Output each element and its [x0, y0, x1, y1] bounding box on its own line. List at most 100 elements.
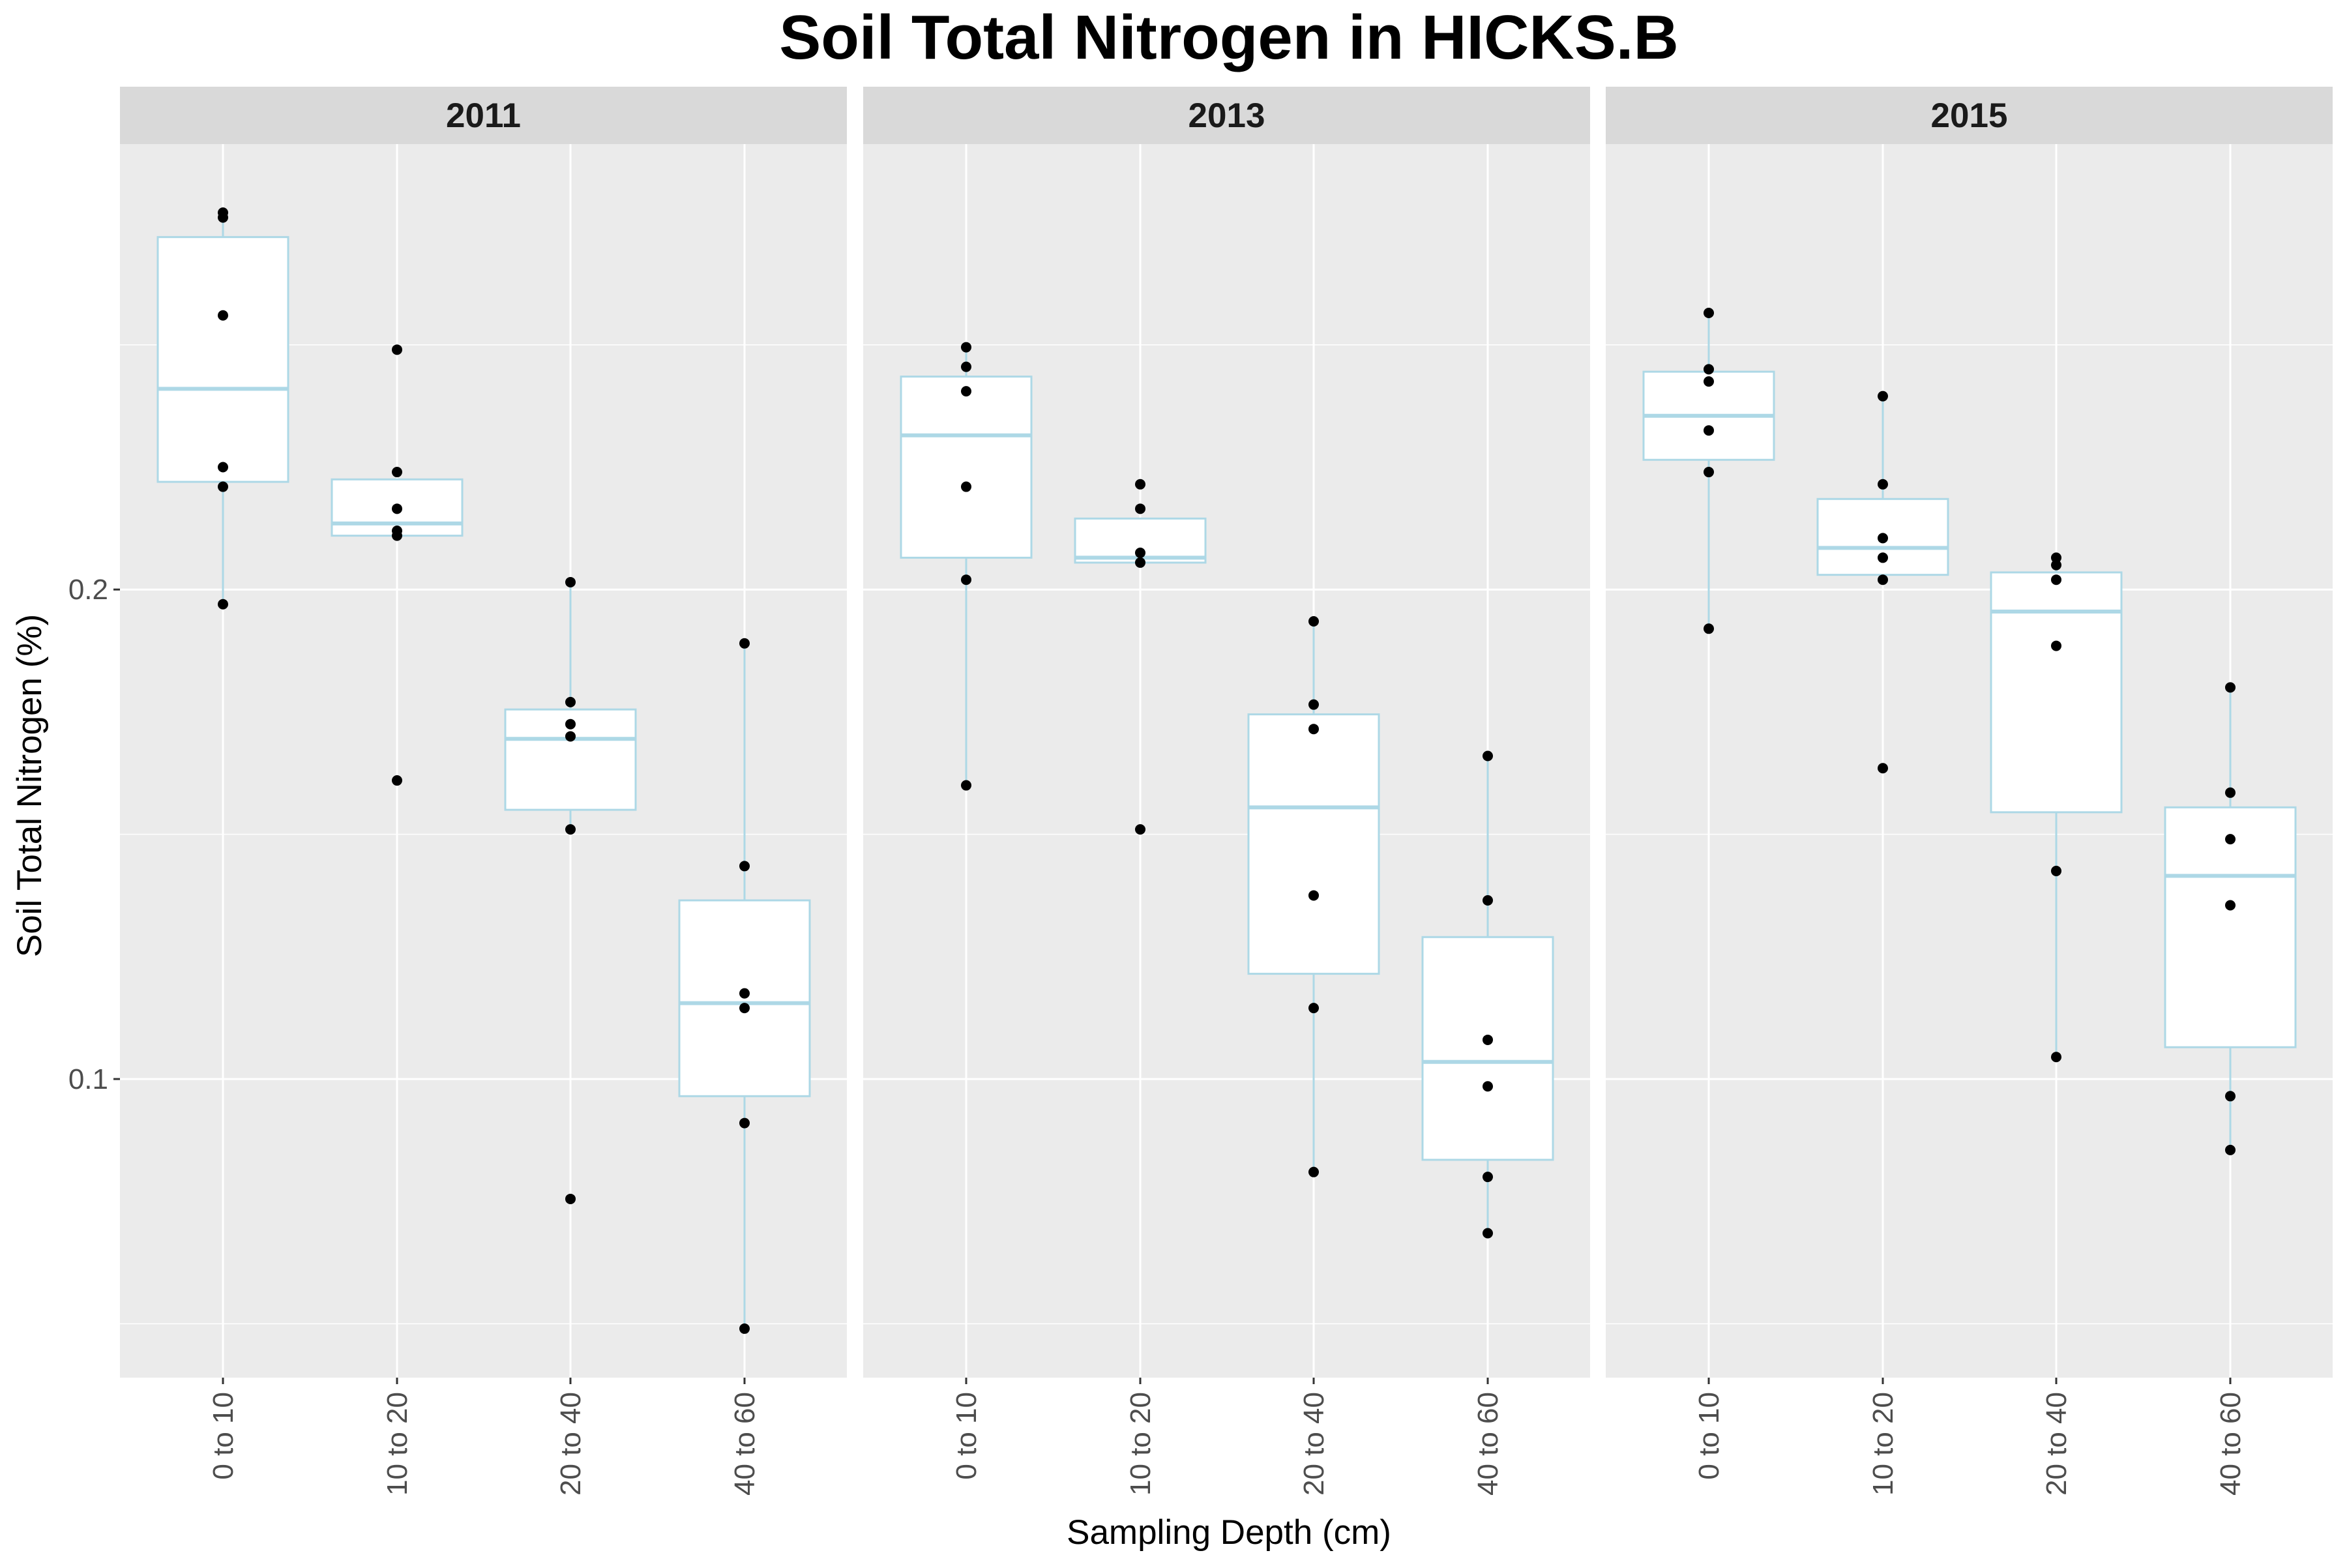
data-point	[1483, 1228, 1493, 1239]
data-point	[218, 481, 228, 492]
data-point	[739, 861, 750, 872]
data-point	[2051, 574, 2061, 585]
data-point	[1135, 503, 1145, 514]
facet-strip	[1606, 87, 2333, 144]
boxplot-0-to-10	[900, 342, 1033, 791]
facet-strip-label: 2015	[1931, 96, 2008, 135]
boxplot-40-to-60	[2164, 682, 2297, 1155]
x-tick-label: 20 to 40	[555, 1392, 587, 1496]
box-iqr	[900, 376, 1033, 559]
x-tick-label: 20 to 40	[1298, 1392, 1330, 1496]
data-point	[2225, 787, 2236, 798]
x-tick-label: 40 to 60	[729, 1392, 761, 1496]
data-point	[1483, 1034, 1493, 1045]
data-point	[961, 361, 971, 372]
facet-panel-2013: 2013 0 to 10 10 to 20 20 to 40 40 to 60	[863, 87, 1590, 1496]
boxplot-40-to-60	[678, 638, 811, 1334]
data-point	[1878, 533, 1888, 544]
y-tick-label: 0.2	[68, 574, 108, 606]
data-point	[739, 638, 750, 649]
data-point	[392, 344, 402, 355]
boxplot-20-to-40	[504, 576, 637, 1204]
data-point	[565, 718, 576, 730]
facet-strip-label: 2013	[1188, 96, 1265, 135]
x-tick-label: 40 to 60	[2215, 1392, 2247, 1496]
data-point	[1704, 623, 1714, 634]
data-point	[1308, 616, 1319, 627]
data-point	[1135, 824, 1145, 835]
data-point	[1878, 391, 1888, 402]
chart-title: Soil Total Nitrogen in HICKS.B	[779, 3, 1679, 72]
data-point	[1308, 1003, 1319, 1014]
x-axis-title: Sampling Depth (cm)	[1067, 1513, 1391, 1552]
data-point	[2051, 1052, 2061, 1063]
data-point	[961, 481, 971, 492]
data-point	[1704, 308, 1714, 319]
data-point	[1704, 376, 1714, 387]
data-point	[1878, 479, 1888, 490]
data-point	[739, 1323, 750, 1334]
data-point	[1878, 574, 1888, 585]
boxplot-10-to-20	[331, 344, 464, 786]
boxplot-20-to-40	[1990, 552, 2123, 1063]
data-point	[2225, 682, 2236, 693]
x-tick-label: 40 to 60	[1472, 1392, 1504, 1496]
data-point	[218, 212, 228, 223]
box-iqr	[156, 236, 289, 483]
data-point	[392, 530, 402, 541]
data-point	[565, 696, 576, 707]
facet-panels: 0.1 0.2 2011 0 to 10 10 to 20 20 to 40 40 to 6…	[68, 87, 2333, 1496]
box-iqr	[1247, 713, 1380, 975]
box-iqr	[1816, 497, 1949, 576]
y-tick-label: 0.1	[68, 1063, 108, 1095]
data-point	[218, 310, 228, 321]
data-point	[2225, 1091, 2236, 1102]
data-point	[565, 824, 576, 835]
data-point	[2225, 834, 2236, 845]
data-point	[565, 1193, 576, 1204]
x-tick-label: 0 to 10	[1693, 1392, 1725, 1480]
facet-strip	[863, 87, 1590, 144]
data-point	[1483, 1172, 1493, 1183]
data-point	[2225, 1144, 2236, 1155]
x-tick-label: 0 to 10	[951, 1392, 982, 1480]
boxplot-20-to-40	[1247, 616, 1380, 1177]
x-tick-label: 20 to 40	[2041, 1392, 2073, 1496]
data-point	[961, 386, 971, 397]
panel-background	[863, 144, 1590, 1378]
data-point	[2051, 640, 2061, 651]
boxplot-0-to-10	[156, 207, 289, 610]
data-point	[739, 988, 750, 999]
data-point	[1135, 479, 1145, 490]
boxplot-10-to-20	[1074, 479, 1207, 835]
data-point	[1308, 1166, 1319, 1177]
facet-panel-2011: 2011 0 to 10 10 to 20 20 to 40 40 to 60	[120, 87, 847, 1496]
data-point	[1308, 724, 1319, 735]
x-tick-label: 10 to 20	[1867, 1392, 1899, 1496]
data-point	[565, 731, 576, 742]
data-point	[392, 775, 402, 786]
boxplot-10-to-20	[1816, 391, 1949, 774]
x-tick-label: 10 to 20	[381, 1392, 413, 1496]
data-point	[2051, 865, 2061, 876]
data-point	[565, 576, 576, 587]
data-point	[1483, 750, 1493, 762]
data-point	[1308, 890, 1319, 901]
data-point	[961, 780, 971, 791]
data-point	[961, 342, 971, 353]
x-tick-label: 0 to 10	[207, 1392, 239, 1480]
panel-background	[1606, 144, 2333, 1378]
facet-strip-label: 2011	[446, 96, 521, 135]
data-point	[1878, 552, 1888, 563]
data-point	[739, 1003, 750, 1014]
data-point	[2051, 559, 2061, 570]
facet-panel-2015: 2015 0 to 10 10 to 20 20 to 40 40 to 60	[1606, 87, 2333, 1496]
boxplot-0-to-10	[1642, 308, 1775, 634]
data-point	[392, 503, 402, 514]
data-point	[218, 599, 228, 610]
data-point	[1135, 557, 1145, 568]
data-point	[961, 574, 971, 585]
data-point	[1704, 467, 1714, 478]
box-iqr	[2164, 806, 2297, 1048]
